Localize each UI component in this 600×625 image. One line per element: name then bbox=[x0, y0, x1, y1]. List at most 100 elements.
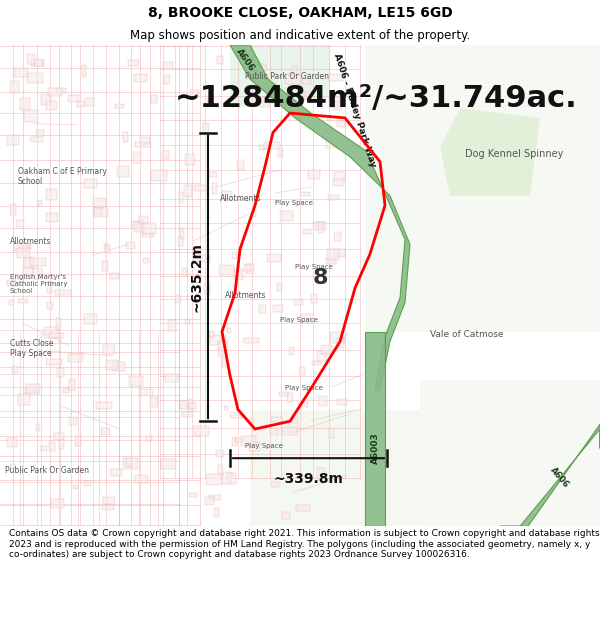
Text: English Martyr's
Catholic Primary
School: English Martyr's Catholic Primary School bbox=[10, 274, 67, 294]
Text: ~635.2m: ~635.2m bbox=[189, 242, 203, 312]
Bar bbox=[30, 138, 43, 142]
Bar bbox=[16, 219, 23, 228]
Bar bbox=[337, 338, 344, 348]
Bar bbox=[102, 261, 107, 271]
Polygon shape bbox=[365, 332, 385, 526]
Bar bbox=[316, 222, 324, 229]
Bar bbox=[230, 412, 242, 418]
Bar bbox=[32, 268, 41, 279]
Bar bbox=[126, 458, 132, 468]
Bar bbox=[135, 142, 151, 147]
Bar bbox=[182, 268, 187, 276]
Bar bbox=[129, 376, 143, 386]
Bar bbox=[204, 284, 211, 294]
Text: Play Space: Play Space bbox=[295, 264, 333, 269]
Polygon shape bbox=[230, 45, 410, 390]
Bar bbox=[206, 474, 222, 486]
Bar bbox=[218, 341, 228, 351]
Bar bbox=[9, 300, 14, 305]
Bar bbox=[142, 232, 154, 237]
Bar bbox=[19, 244, 31, 249]
Bar bbox=[184, 185, 193, 197]
Bar bbox=[77, 101, 84, 107]
Bar bbox=[232, 253, 237, 259]
Bar bbox=[93, 198, 106, 207]
Bar bbox=[28, 73, 43, 83]
Bar bbox=[10, 204, 16, 215]
Bar bbox=[132, 221, 143, 229]
Bar bbox=[221, 357, 227, 367]
Bar bbox=[46, 213, 58, 222]
Bar bbox=[289, 347, 295, 355]
Bar bbox=[20, 98, 30, 110]
Bar bbox=[327, 118, 331, 121]
Bar bbox=[25, 111, 38, 122]
Bar bbox=[189, 492, 197, 498]
Bar bbox=[17, 248, 30, 258]
Bar bbox=[36, 130, 44, 136]
Bar bbox=[282, 512, 290, 519]
Bar bbox=[180, 401, 185, 409]
Bar bbox=[334, 232, 341, 241]
Bar bbox=[328, 196, 339, 200]
Text: ~339.8m: ~339.8m bbox=[274, 472, 343, 486]
Bar bbox=[146, 436, 152, 441]
Text: A606 - Burley Park Way: A606 - Burley Park Way bbox=[332, 52, 377, 169]
Bar bbox=[51, 499, 64, 508]
Bar bbox=[244, 338, 259, 342]
Bar bbox=[40, 446, 47, 451]
Bar bbox=[123, 132, 128, 142]
Bar bbox=[97, 402, 112, 409]
Bar bbox=[63, 388, 70, 392]
Bar bbox=[194, 426, 209, 436]
Text: Vale of Catmose: Vale of Catmose bbox=[430, 329, 503, 339]
Bar bbox=[271, 482, 280, 488]
Bar bbox=[214, 508, 220, 517]
Bar bbox=[17, 299, 28, 303]
Bar bbox=[303, 229, 311, 234]
Bar bbox=[74, 436, 80, 446]
Bar bbox=[248, 419, 254, 423]
Bar bbox=[206, 99, 211, 105]
Bar bbox=[110, 273, 119, 279]
Bar bbox=[308, 170, 320, 179]
Bar bbox=[189, 402, 196, 409]
Bar bbox=[326, 138, 337, 148]
Bar bbox=[259, 305, 266, 312]
Bar bbox=[7, 280, 16, 286]
Bar bbox=[185, 319, 190, 324]
Bar bbox=[59, 439, 64, 449]
Text: Allotments: Allotments bbox=[10, 238, 52, 246]
Text: Map shows position and indicative extent of the property.: Map shows position and indicative extent… bbox=[130, 29, 470, 42]
Bar bbox=[209, 495, 221, 500]
Bar bbox=[272, 305, 283, 312]
Bar bbox=[31, 258, 46, 266]
Bar bbox=[277, 283, 283, 291]
Bar bbox=[208, 173, 217, 177]
Bar bbox=[115, 104, 124, 108]
Bar bbox=[246, 264, 254, 274]
Bar bbox=[164, 374, 178, 382]
Bar bbox=[203, 122, 209, 132]
Bar bbox=[194, 186, 206, 191]
Bar bbox=[282, 427, 297, 435]
Text: Cutts Close
Play Space: Cutts Close Play Space bbox=[10, 339, 53, 358]
Bar bbox=[128, 60, 139, 66]
Bar bbox=[7, 438, 17, 447]
Bar bbox=[73, 486, 78, 489]
Bar bbox=[133, 152, 142, 163]
Bar bbox=[134, 74, 147, 82]
Bar bbox=[205, 497, 214, 505]
Bar bbox=[84, 481, 91, 486]
Bar bbox=[227, 328, 232, 332]
Bar bbox=[227, 472, 232, 482]
Bar bbox=[209, 331, 214, 337]
Bar bbox=[12, 366, 19, 372]
Bar bbox=[185, 154, 195, 165]
Bar bbox=[249, 442, 260, 451]
Text: Public Park Or Garden: Public Park Or Garden bbox=[5, 466, 89, 475]
Bar bbox=[25, 257, 34, 268]
Bar bbox=[135, 474, 148, 483]
Bar bbox=[23, 387, 38, 392]
Bar bbox=[163, 151, 169, 159]
